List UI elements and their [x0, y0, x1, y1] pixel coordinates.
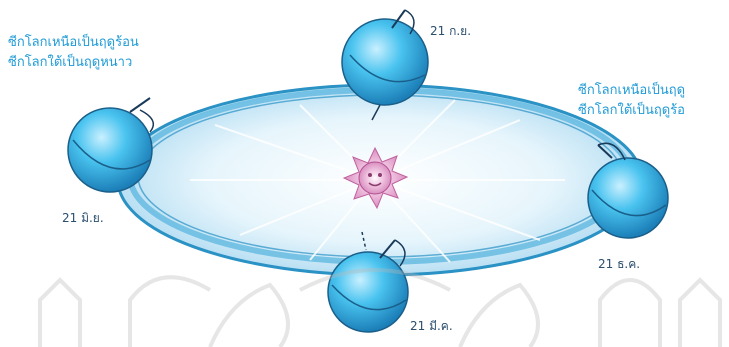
sun-icon: [342, 146, 409, 210]
right-top-label: ซีกโลกเหนือเป็นฤดู: [578, 83, 686, 98]
right-bottom-label: ซีกโลกใต้เป็นฤดูร้อ: [578, 103, 685, 118]
watermark-emblem-icon: [38, 268, 722, 347]
date-top: 21 ก.ย.: [430, 24, 472, 38]
date-bottom: 21 มี.ค.: [410, 319, 453, 333]
left-top-label: ซีกโลกเหนือเป็นฤดูร้อน: [8, 35, 139, 50]
earth-globe-bottom: [327, 231, 409, 333]
left-bottom-label: ซีกโลกใต้เป็นฤดูหนาว: [8, 55, 133, 70]
date-left: 21 มิ.ย.: [62, 211, 104, 225]
earth-globe-left: [67, 97, 155, 193]
earth-globe-top: [341, 9, 429, 121]
date-right: 21 ธ.ค.: [598, 257, 641, 271]
earth-globe-right: [587, 142, 669, 239]
